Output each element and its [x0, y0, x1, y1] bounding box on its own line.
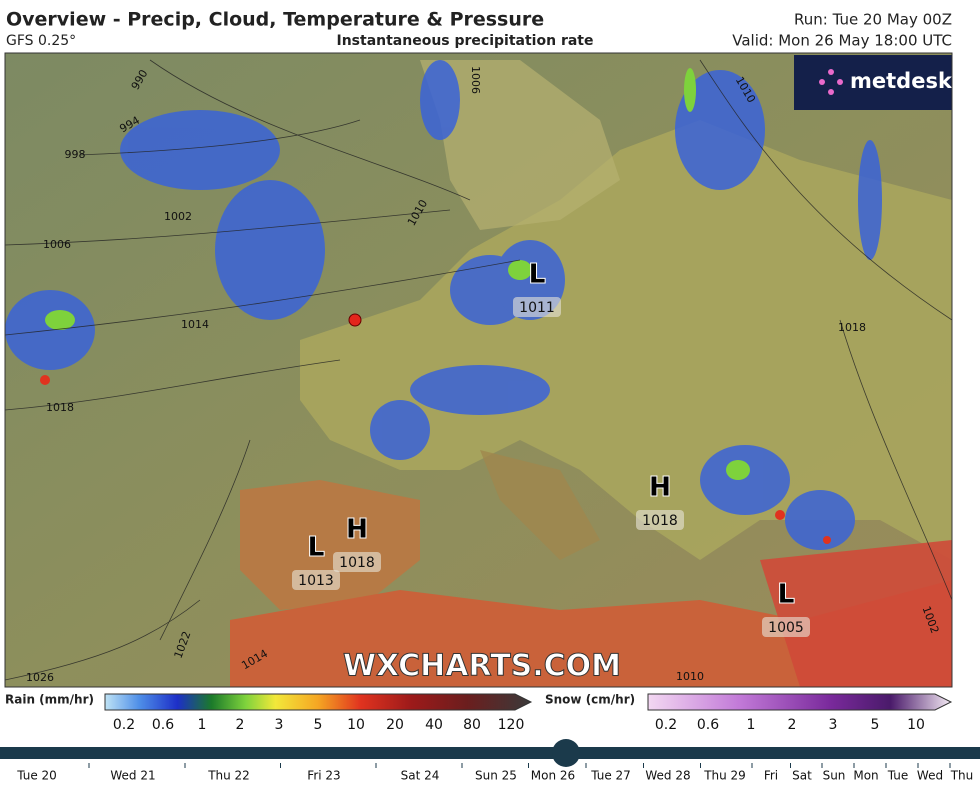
timeline-day[interactable]: Wed — [917, 769, 943, 783]
timeline-day[interactable]: Sat 24 — [401, 769, 440, 783]
rain-tick-label: 5 — [314, 717, 323, 733]
pressure-symbol: L — [529, 260, 546, 290]
model: GFS 0.25° — [6, 33, 76, 49]
pressure-label-bg — [333, 552, 381, 572]
isobar-label: 1006 — [469, 66, 482, 94]
isobar-label: 1006 — [43, 238, 71, 251]
timeline-track[interactable] — [0, 747, 980, 759]
timeline-day[interactable]: Wed 28 — [645, 769, 690, 783]
snow-tick-label: 2 — [788, 717, 797, 733]
pressure-symbol: L — [308, 533, 325, 563]
watermark: WXCHARTS.COM — [343, 649, 621, 684]
subtitle: Instantaneous precipitation rate — [337, 33, 594, 49]
snow-tick-label: 1 — [747, 717, 756, 733]
timeline-day[interactable]: Tue — [887, 769, 909, 783]
timeline-day[interactable]: Fri — [764, 769, 778, 783]
timeline-day[interactable]: Sun 25 — [475, 769, 517, 783]
pressure-label-bg — [292, 570, 340, 590]
isobar-label: 998 — [65, 148, 86, 161]
snow-tick-label: 10 — [907, 717, 925, 733]
pressure-label-bg — [513, 297, 561, 317]
rain-tick-label: 3 — [275, 717, 284, 733]
isobar-label: 1026 — [26, 671, 54, 684]
title: Overview - Precip, Cloud, Temperature & … — [6, 9, 544, 31]
pressure-value: 1013 — [298, 573, 334, 589]
rain-legend-label: Rain (mm/hr) — [5, 693, 94, 707]
timeline-day[interactable]: Thu — [950, 769, 974, 783]
pressure-value: 1011 — [519, 300, 555, 316]
snow-tick-label: 0.2 — [655, 717, 677, 733]
snow-tick-label: 5 — [871, 717, 880, 733]
timeline-day[interactable]: Sat — [792, 769, 812, 783]
rain-tick-label: 1 — [198, 717, 207, 733]
snow-tick-label: 3 — [829, 717, 838, 733]
pressure-label-bg — [762, 617, 810, 637]
timeline-handle[interactable] — [552, 739, 580, 767]
pressure-value: 1005 — [768, 620, 804, 636]
isobar-label: 1014 — [181, 318, 209, 331]
timeline-day[interactable]: Mon — [853, 769, 878, 783]
valid-time: Valid: Mon 26 May 18:00 UTC — [732, 32, 952, 50]
rain-tick-label: 10 — [347, 717, 365, 733]
rain-tick-label: 40 — [425, 717, 443, 733]
map: metdesk WXCHARTS.COM 9909949981002100610… — [5, 53, 953, 687]
timeline-day[interactable]: Tue 27 — [590, 769, 631, 783]
snow-color-bar — [647, 693, 953, 711]
timeline-day[interactable]: Thu 22 — [207, 769, 250, 783]
timeline-day[interactable]: Mon 26 — [531, 769, 575, 783]
rain-color-bar — [104, 693, 533, 711]
isobar-label: 1002 — [164, 210, 192, 223]
pressure-symbol: H — [649, 473, 671, 503]
timeline-day[interactable]: Sun — [823, 769, 846, 783]
rain-tick-label: 80 — [463, 717, 481, 733]
pressure-value: 1018 — [339, 555, 375, 571]
snow-tick-label: 0.6 — [697, 717, 719, 733]
pressure-value: 1018 — [642, 513, 678, 529]
pressure-label-bg — [636, 510, 684, 530]
timeline-day[interactable]: Tue 20 — [16, 769, 57, 783]
rain-tick-label: 0.6 — [152, 717, 174, 733]
rain-tick-label: 120 — [498, 717, 525, 733]
timeline-day[interactable]: Wed 21 — [110, 769, 155, 783]
rain-tick-label: 2 — [236, 717, 245, 733]
isobar-label: 1018 — [838, 321, 866, 334]
rain-tick-label: 0.2 — [113, 717, 135, 733]
map-border — [4, 52, 953, 688]
pressure-symbol: L — [778, 580, 795, 610]
isobar-label: 1018 — [46, 401, 74, 414]
isobar-label: 1010 — [676, 670, 704, 683]
pressure-symbol: H — [346, 515, 368, 545]
run-time: Run: Tue 20 May 00Z — [794, 11, 952, 29]
snow-legend-label: Snow (cm/hr) — [545, 693, 635, 707]
rain-tick-label: 20 — [386, 717, 404, 733]
logo: metdesk — [850, 69, 953, 93]
timeline-day[interactable]: Thu 29 — [703, 769, 746, 783]
timeline-day[interactable]: Fri 23 — [307, 769, 340, 783]
